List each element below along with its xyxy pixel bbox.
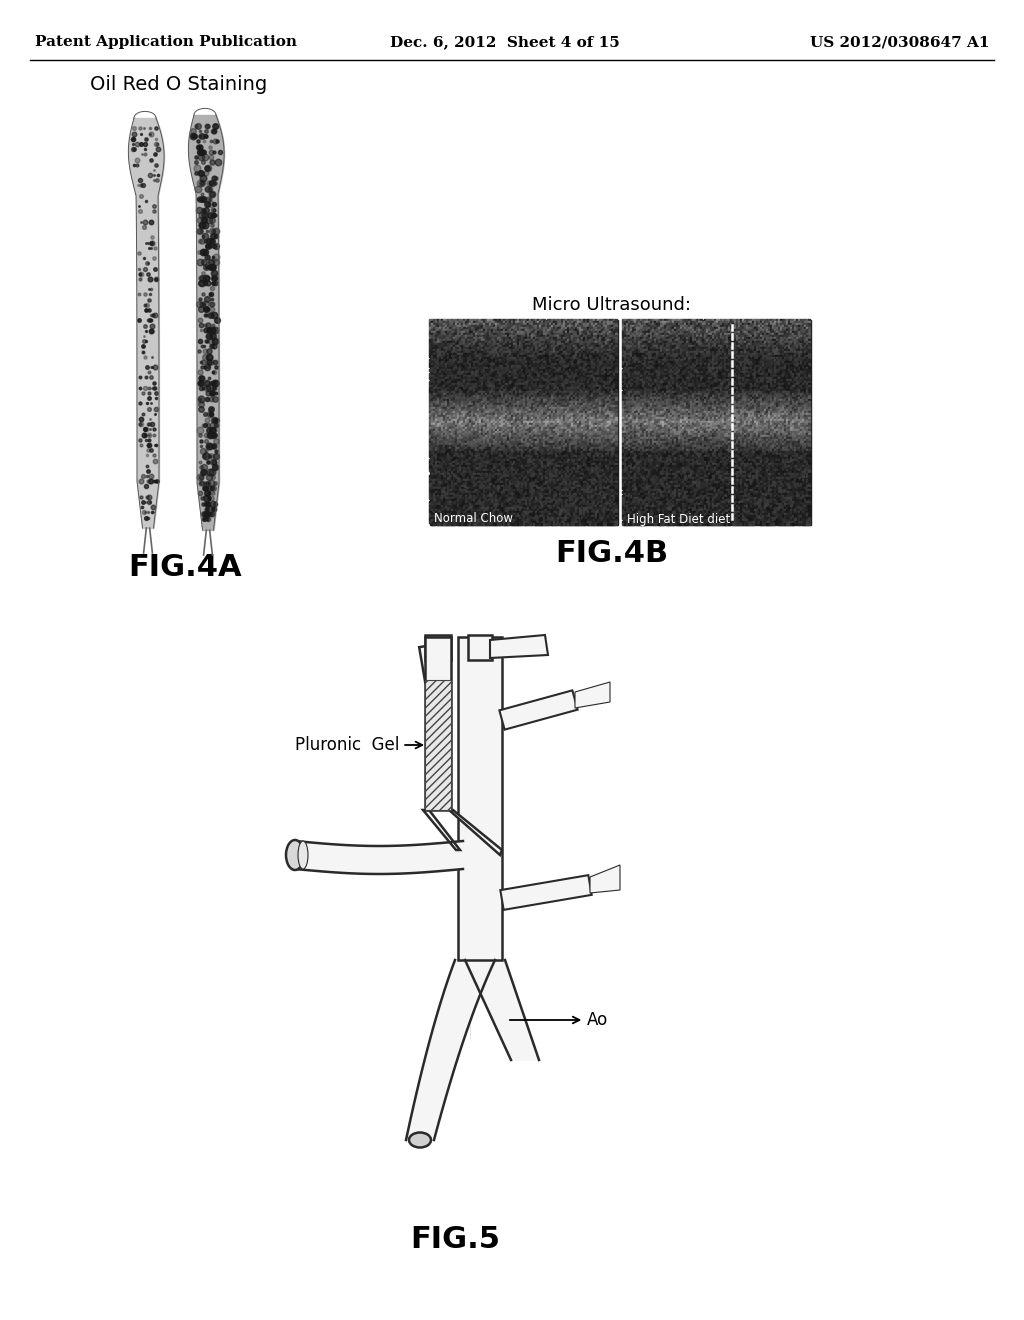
Text: US 2012/0308647 A1: US 2012/0308647 A1 [810,36,989,49]
Polygon shape [501,875,592,909]
Polygon shape [500,690,578,730]
Ellipse shape [286,840,304,870]
Polygon shape [490,635,548,657]
Polygon shape [449,810,502,855]
Text: FIG.5: FIG.5 [410,1225,500,1254]
Text: FIG.4A: FIG.4A [128,553,242,582]
Polygon shape [406,960,495,1140]
Polygon shape [468,635,492,660]
Polygon shape [425,638,451,810]
Bar [430,319,618,525]
Bar [425,680,451,810]
Text: Normal Chow: Normal Chow [434,512,513,525]
Text: FIG.4B: FIG.4B [555,539,669,568]
Ellipse shape [409,1133,431,1147]
Text: Pluronic  Gel: Pluronic Gel [295,737,422,754]
Text: Oil Red O Staining: Oil Red O Staining [90,75,267,95]
Polygon shape [425,635,451,660]
Polygon shape [423,810,460,850]
Polygon shape [575,682,610,708]
Text: Micro Ultrasound:: Micro Ultrasound: [532,296,691,314]
Polygon shape [419,643,451,682]
Polygon shape [458,638,502,960]
Bar [623,319,811,525]
Text: High Fat Diet diet: High Fat Diet diet [627,512,730,525]
Text: Ao: Ao [510,1011,608,1030]
Polygon shape [465,960,539,1060]
Text: Dec. 6, 2012  Sheet 4 of 15: Dec. 6, 2012 Sheet 4 of 15 [390,36,620,49]
Polygon shape [295,841,463,874]
Ellipse shape [298,841,308,869]
Text: Patent Application Publication: Patent Application Publication [35,36,297,49]
Polygon shape [590,865,620,894]
